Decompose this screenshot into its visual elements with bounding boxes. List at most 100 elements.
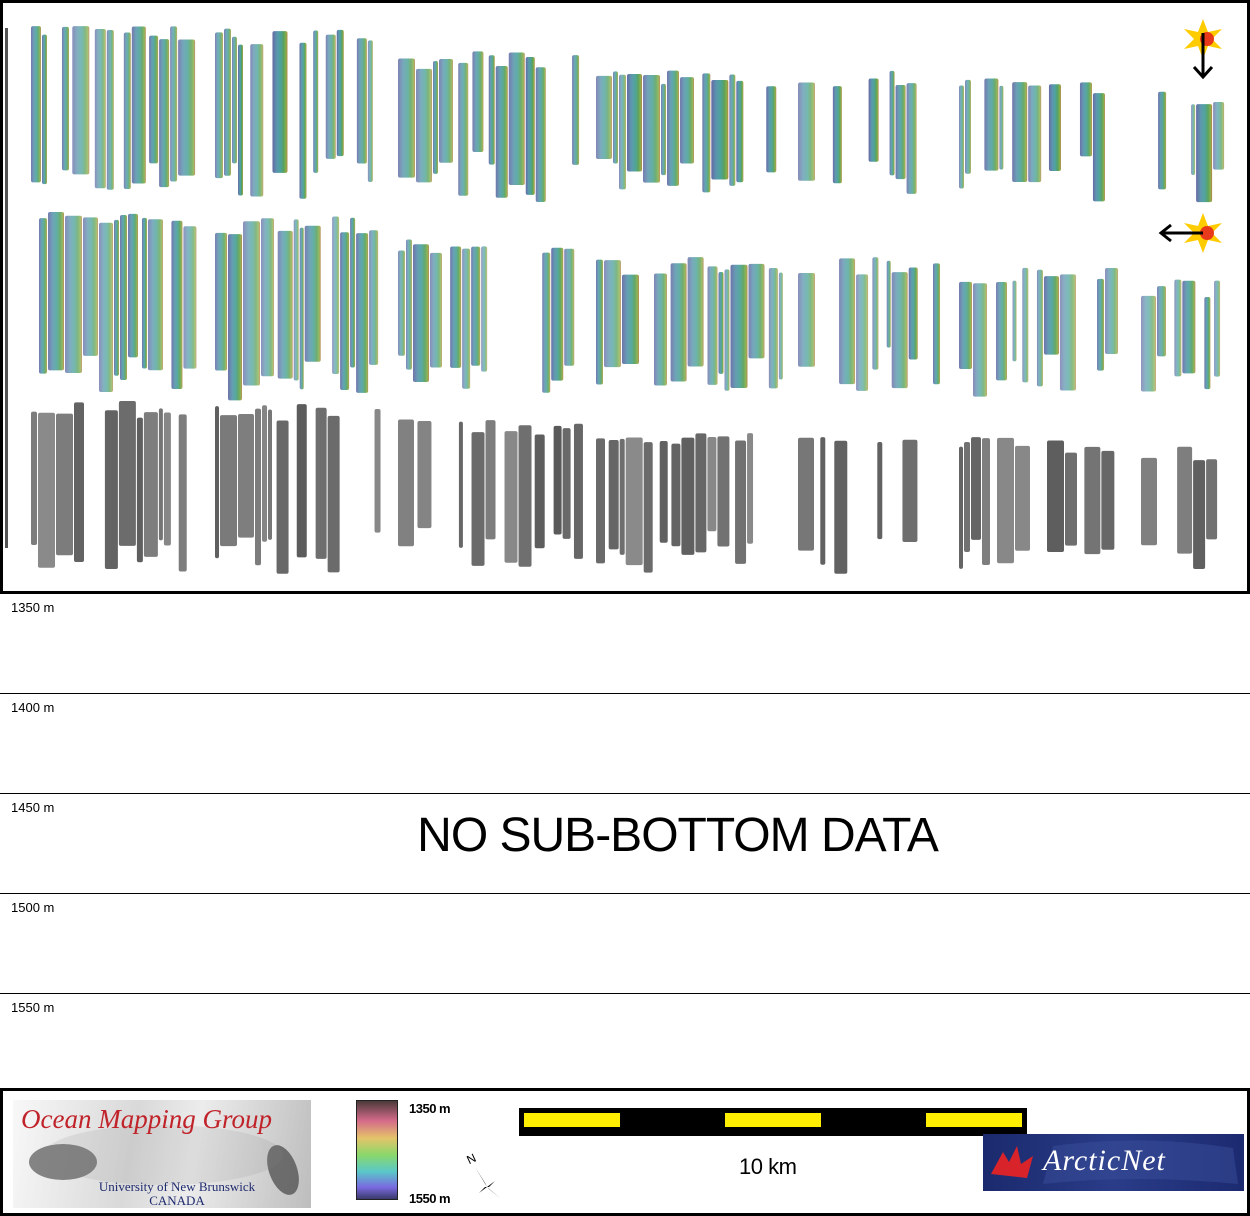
bathymetry-strip [730,264,748,389]
bathymetry-strip [272,31,288,173]
backscatter-strip [374,409,381,533]
backscatter-strip [315,407,327,559]
bathymetry-strip [325,34,336,159]
bathymetry-strip [471,246,481,366]
bathymetry-strip [439,58,453,163]
bathymetry-strip [1092,93,1105,202]
bathymetry-strip [1182,280,1196,374]
bathymetry-strip [48,212,64,371]
bathymetry-strip [149,35,159,164]
bathymetry-strip [83,217,98,356]
depth-label: 1550 m [11,1000,55,1015]
bathymetry-strip [123,32,131,190]
depth-row: 1450 m [0,794,1250,894]
bathymetry-strip [238,44,243,196]
bathymetry-strip [1059,274,1076,391]
bathymetry-strip [313,30,319,173]
bathymetry-strip [1158,91,1167,190]
bathymetry-strip [65,215,82,373]
depth-label: 1500 m [11,900,55,915]
bathymetry-strip [508,52,525,186]
bathymetry-strip [31,26,41,183]
depth-row: 1350 m [0,594,1250,694]
bathymetry-strip [171,220,183,390]
backscatter-strip [398,419,414,547]
depth-label: 1450 m [11,800,55,815]
scale-segment [725,1113,821,1127]
legend-footer: Ocean Mapping Group University of New Br… [0,1088,1250,1216]
bathymetry-strip [707,266,718,385]
bathymetry-strip [406,239,412,370]
bathymetry-strip [996,282,1007,381]
bathymetry-strip [535,67,546,203]
bathymetry-strip [250,44,264,197]
bathymetry-strip [959,281,972,369]
bathymetry-strip [159,39,170,188]
bathymetry-strip [891,272,908,389]
bathymetry-strip [1097,278,1105,371]
backscatter-strip [735,440,747,564]
bathymetry-strip [667,70,679,186]
backscatter-strip [1101,450,1115,550]
bathymetry-strip [572,55,580,165]
arcticnet-wordmark: ArcticNet [1043,1144,1166,1177]
bathymetry-strip [1105,267,1119,355]
bathymetry-strip [1048,84,1061,171]
depth-colorbar [356,1100,398,1200]
arcticnet-logo: ArcticNet [983,1134,1244,1191]
bathymetry-strip [99,222,113,392]
bathymetry-strip [261,218,274,377]
bathymetry-strip [481,246,488,372]
bathymetry-strip [72,26,90,175]
north-arrow-icon: N [464,1151,501,1199]
backscatter-strip [834,440,848,574]
bathymetry-strip [542,252,551,393]
backscatter-strip [608,440,619,550]
bathymetry-strip [889,70,895,176]
bathymetry-strip [839,258,856,385]
bathymetry-strip [1141,295,1156,392]
backscatter-strip [982,438,990,565]
depth-divider [0,793,1250,794]
backscatter-strip [1206,459,1218,540]
backscatter-strip [959,446,963,569]
bathymetry-strip [1214,280,1221,377]
backscatter-strip [268,409,272,540]
bathymetry-strip [183,226,197,369]
bathymetry-strip [724,269,730,391]
bathymetry-strip [1028,85,1042,183]
backscatter-strip [902,439,918,542]
sun-arrow-down-icon [1184,19,1222,80]
bathymetry-strip [718,271,724,374]
bathymetry-strip [224,28,231,176]
backscatter-strip [681,437,695,555]
bathymetry-strip [350,217,356,368]
bathymetry-strip [128,213,138,358]
bathymetry-strip [984,78,999,171]
bathymetry-strip [748,263,765,359]
bathymetry-strip [232,36,237,164]
bathymetry-strip [959,85,964,189]
seafloor-illustration [29,1125,299,1195]
bathymetry-strip [120,214,127,381]
backscatter-strip [262,405,267,542]
backscatter-strip [707,436,717,532]
backscatter-strip [877,441,883,540]
backscatter-strip [104,410,118,569]
backscatter-strip [643,442,653,573]
bathymetry-strip [462,248,471,389]
no-data-message: NO SUB-BOTTOM DATA [417,809,939,862]
sub-bottom-depth-grid: 1350 m 1400 m 1450 m 1500 m 1550 m [0,594,1250,1088]
colorbar-top-label: 1350 m [409,1101,451,1116]
bathymetry-strip [356,233,369,393]
bathymetry-strip [228,234,242,401]
bathymetry-strip [472,51,484,153]
backscatter-strip [671,443,681,547]
survey-edge-line [5,28,8,548]
bathymetry-strip [933,263,940,385]
bathymetry-strip [973,283,987,397]
bathymetry-strip [687,257,704,367]
bathymetry-strip [729,74,736,186]
scale-label: 10 km [739,1154,797,1179]
backscatter-strip [255,408,261,566]
